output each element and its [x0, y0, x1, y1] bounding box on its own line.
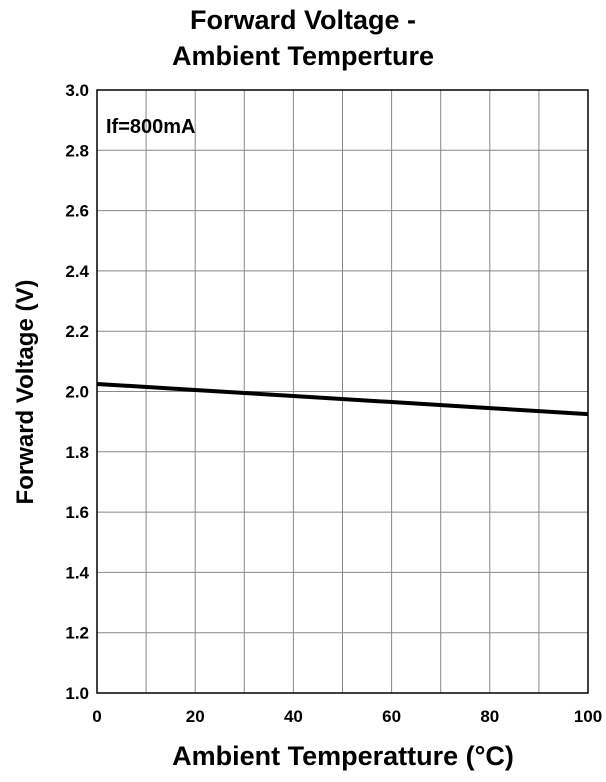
x-axis-label: Ambient Temperatture (°C): [172, 741, 514, 771]
y-tick-label: 1.2: [65, 624, 89, 643]
x-tick-label: 0: [92, 707, 101, 726]
plot-frame: [96, 89, 589, 694]
forward-voltage-line: [96, 381, 589, 417]
y-tick-label: 2.0: [65, 383, 89, 402]
chart-title-line-2: Ambient Temperture: [171, 41, 435, 71]
x-tick-label: 80: [480, 707, 499, 726]
y-tick-label: 2.6: [65, 202, 89, 221]
y-axis-label: Forward Voltage (V): [12, 279, 39, 505]
current-annotation: If=800mA: [106, 116, 196, 138]
series-layer: [96, 381, 589, 417]
y-tick-label: 2.2: [65, 322, 89, 341]
y-tick-label: 1.6: [65, 503, 89, 522]
x-tick-label: 20: [186, 707, 205, 726]
x-tick-label: 100: [574, 707, 602, 726]
chart-title: Forward Voltage - Ambient Temperture: [0, 2, 606, 74]
y-tick-label: 1.4: [65, 563, 89, 582]
y-tick-labels: 1.0 1.2 1.4 1.6 1.8 2.0 2.2 2.4 2.6 2.8 3.0: [65, 81, 89, 703]
x-tick-label: 40: [284, 707, 303, 726]
grid-lines: [97, 90, 588, 693]
chart-title-line-1: Forward Voltage -: [189, 5, 417, 35]
y-tick-label: 1.0: [65, 684, 89, 703]
y-tick-label: 2.8: [65, 141, 89, 160]
y-tick-label: 1.8: [65, 443, 89, 462]
x-tick-labels: 0 20 40 60 80 100: [92, 707, 602, 726]
y-tick-label: 2.4: [65, 262, 89, 281]
y-tick-label: 3.0: [65, 81, 89, 100]
x-tick-label: 60: [382, 707, 401, 726]
